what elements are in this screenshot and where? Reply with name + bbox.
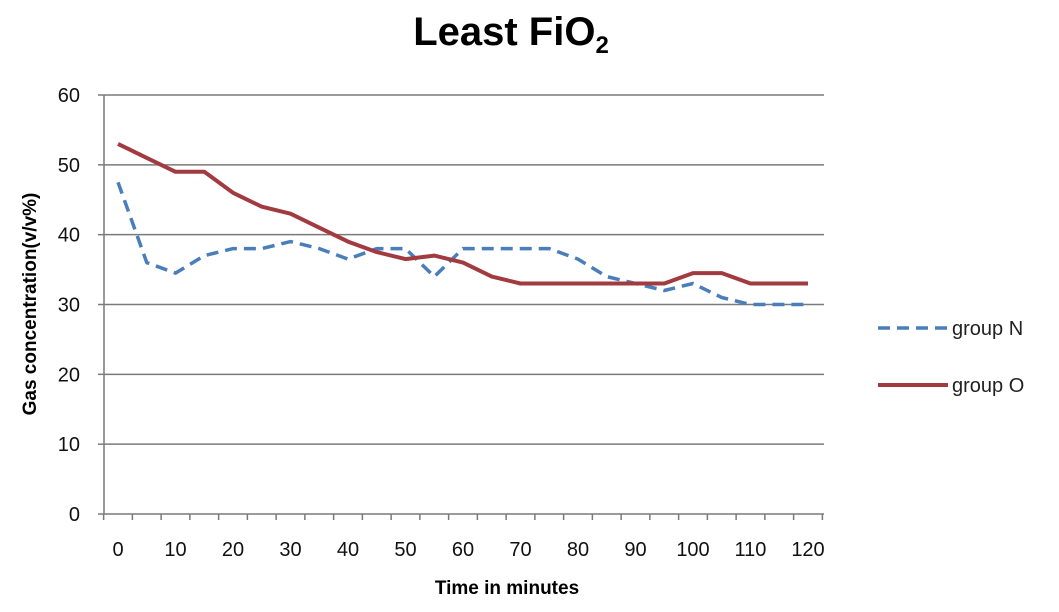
y-tick-label: 10 xyxy=(58,434,80,456)
legend-label: group O xyxy=(952,375,1024,397)
series-line-group-n xyxy=(116,181,808,307)
x-tick-label: 50 xyxy=(394,539,416,561)
x-tick-label: 0 xyxy=(112,539,123,561)
x-tick-label: 30 xyxy=(279,539,301,561)
x-tick-label: 80 xyxy=(567,539,589,561)
y-tick-label: 40 xyxy=(58,225,80,247)
y-axis-title: Gas concentration(v/v%) xyxy=(20,193,41,416)
series-line-group-o xyxy=(117,142,808,286)
chart-title: Least FiO2 xyxy=(413,10,609,59)
y-axis-ticks: 0 10 20 30 40 50 60 xyxy=(58,85,104,526)
x-tick-label: 60 xyxy=(452,539,474,561)
x-tick-label: 110 xyxy=(735,539,767,561)
x-tick-label: 100 xyxy=(676,539,709,561)
chart-title-subscript: 2 xyxy=(595,32,608,59)
series-lines xyxy=(116,142,808,307)
y-tick-label: 30 xyxy=(58,295,80,317)
legend-label: group N xyxy=(952,318,1023,340)
chart-title-text: Least FiO xyxy=(413,10,595,54)
y-tick-label: 60 xyxy=(58,85,80,107)
x-tick-label: 70 xyxy=(509,539,531,561)
x-tick-label: 20 xyxy=(222,539,244,561)
x-tick-label: 120 xyxy=(791,539,824,561)
x-axis-title: Time in minutes xyxy=(435,578,579,599)
x-tick-label: 10 xyxy=(164,539,186,561)
y-tick-label: 0 xyxy=(69,504,80,526)
x-axis-ticks: 0 10 20 30 40 50 60 70 80 90 100 110 120 xyxy=(102,514,825,561)
x-tick-label: 40 xyxy=(337,539,359,561)
y-tick-label: 20 xyxy=(58,364,80,386)
gridlines xyxy=(104,94,824,445)
legend: group N group O xyxy=(878,318,1024,397)
x-tick-label: 90 xyxy=(624,539,646,561)
y-tick-label: 50 xyxy=(58,155,80,177)
